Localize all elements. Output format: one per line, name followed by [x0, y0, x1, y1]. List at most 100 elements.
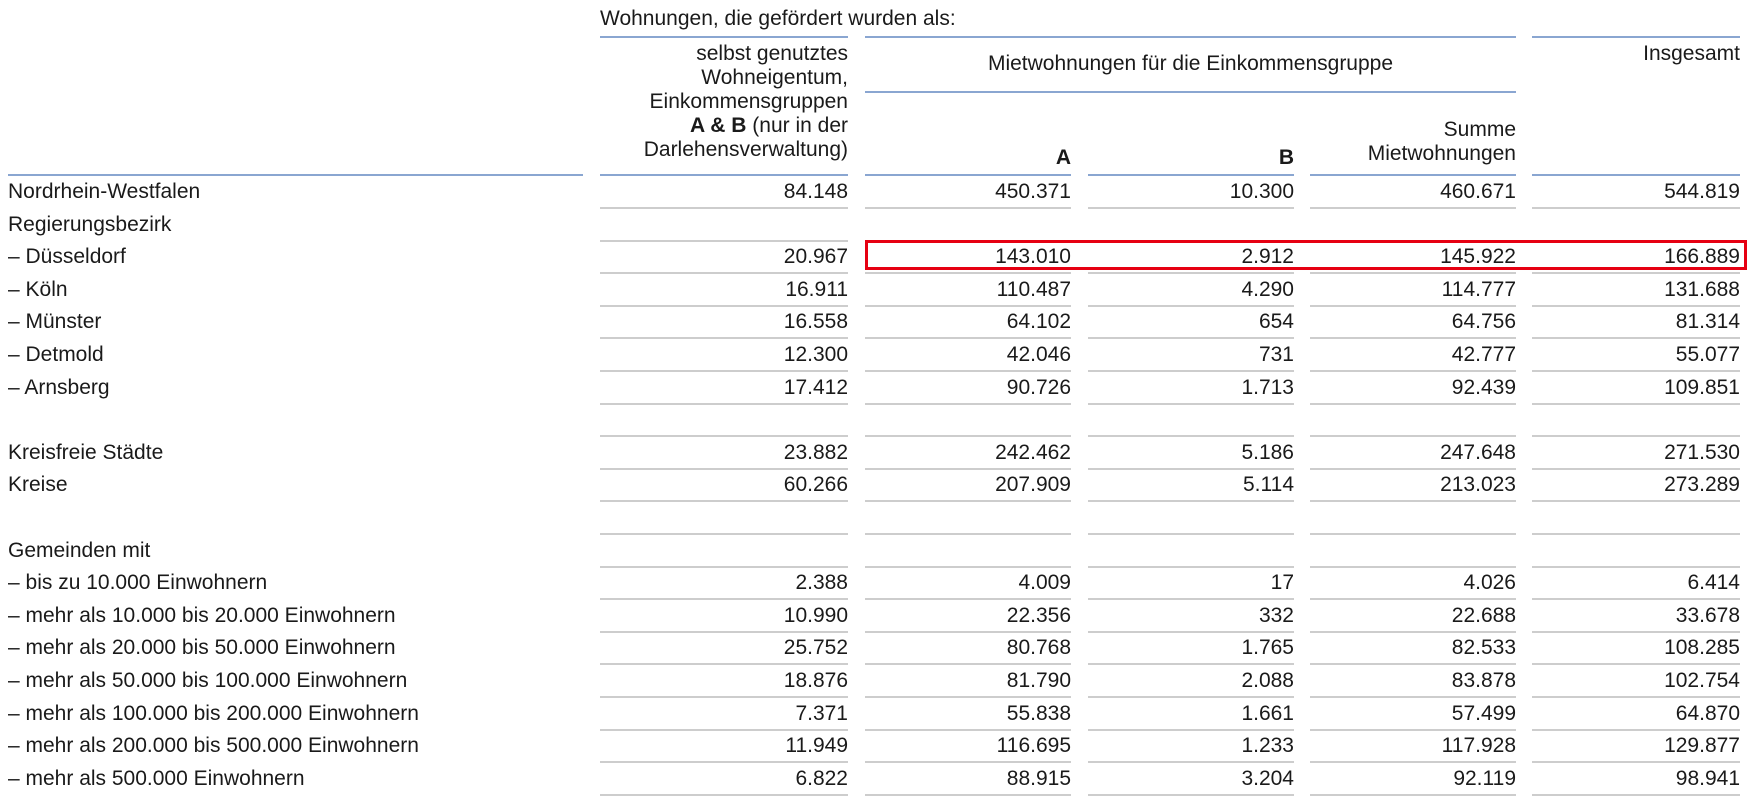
header-col-a-label: A	[1055, 146, 1071, 169]
row-value	[1532, 404, 1740, 436]
table-row: – mehr als 50.000 bis 100.000 Einwohnern…	[0, 665, 1764, 698]
row-value: 2.388	[795, 571, 848, 595]
row-separator	[1310, 728, 1516, 731]
row-value: 60.266	[783, 473, 848, 497]
header-col-a: A	[865, 146, 1071, 170]
table-row: – Arnsberg 17.412 90.726 1.713 92.439 109.851	[0, 372, 1764, 405]
row-separator	[1532, 402, 1740, 405]
row-value: 17	[1270, 571, 1294, 595]
row-separator	[1088, 663, 1294, 666]
row-value	[1532, 502, 1740, 534]
row-value: 18.876	[783, 669, 848, 692]
row-value: 6.414	[1687, 571, 1740, 595]
row-separator	[1532, 565, 1740, 568]
row-value: 10.990	[783, 603, 848, 627]
row-value: 10.300	[1229, 180, 1294, 203]
row-separator	[1310, 402, 1516, 405]
row-value: 81.790	[1006, 669, 1071, 692]
row-value	[1310, 502, 1516, 534]
row-separator	[1310, 565, 1516, 568]
row-value: 271.530	[1664, 440, 1740, 464]
row-value: 242.462	[995, 440, 1071, 464]
header-bottom-rule-a	[865, 174, 1071, 176]
row-separator	[865, 793, 1071, 796]
row-value: 450.371	[995, 180, 1071, 203]
row-value	[865, 535, 1071, 567]
row-value: 33.678	[1675, 603, 1740, 627]
row-separator	[1532, 696, 1740, 698]
row-value: 7.371	[795, 701, 848, 725]
row-value	[865, 404, 1071, 436]
row-value: 57.499	[1451, 701, 1516, 725]
row-value: 16.558	[783, 310, 848, 334]
row-value: 166.889	[1664, 245, 1740, 269]
row-separator	[1310, 696, 1516, 698]
row-value	[600, 209, 848, 241]
row-value: 92.119	[1453, 766, 1516, 790]
header-col-b: B	[1088, 146, 1294, 170]
header-rule-group	[865, 36, 1516, 38]
table-row: – mehr als 200.000 bis 500.000 Einwohner…	[0, 730, 1764, 764]
row-value: 98.941	[1675, 766, 1740, 790]
row-separator	[600, 598, 848, 601]
row-label: – mehr als 20.000 bis 50.000 Einwohnern	[8, 636, 396, 660]
row-separator	[1088, 696, 1294, 698]
highlight-box	[865, 240, 1747, 270]
row-value: 247.648	[1440, 440, 1516, 464]
row-value: 23.882	[783, 440, 848, 464]
row-separator	[1088, 370, 1294, 372]
row-separator	[865, 696, 1071, 698]
row-value: 145.922	[1440, 245, 1516, 269]
row-value: 81.314	[1675, 310, 1740, 334]
row-separator	[1088, 304, 1294, 307]
row-value: 64.870	[1675, 701, 1740, 725]
header-col-b-label: B	[1278, 146, 1294, 169]
row-value: 92.439	[1451, 375, 1516, 399]
row-separator	[600, 793, 848, 796]
row-separator	[1310, 793, 1516, 796]
row-value: 4.026	[1463, 571, 1516, 595]
row-separator	[600, 533, 848, 535]
row-separator	[600, 696, 848, 698]
row-value	[1088, 209, 1294, 241]
table-row: – mehr als 100.000 bis 200.000 Einwohner…	[0, 698, 1764, 731]
row-separator	[600, 500, 848, 503]
row-separator	[1088, 630, 1294, 633]
row-value	[1532, 535, 1740, 567]
row-value: 1.713	[1241, 375, 1294, 399]
row-value: 83.878	[1451, 669, 1516, 692]
row-value: 82.533	[1451, 636, 1516, 660]
row-value: 22.688	[1451, 603, 1516, 627]
row-label: – Münster	[8, 310, 102, 334]
row-value	[1310, 535, 1516, 567]
row-value: 42.777	[1451, 343, 1516, 366]
row-value: 654	[1258, 310, 1294, 334]
row-value: 64.756	[1451, 310, 1516, 334]
row-separator	[1088, 402, 1294, 405]
row-separator	[1088, 793, 1294, 796]
row-value	[1088, 535, 1294, 567]
table-row: – mehr als 500.000 Einwohnern 6.822 88.915…	[0, 763, 1764, 796]
row-separator	[1088, 337, 1294, 340]
row-value: 25.752	[783, 636, 848, 660]
row-value	[600, 404, 848, 436]
row-separator	[865, 467, 1071, 470]
header-col-eigentum-line1: selbst genutztes	[696, 42, 848, 65]
row-separator	[600, 630, 848, 633]
row-separator	[865, 663, 1071, 666]
row-separator	[865, 500, 1071, 503]
row-separator	[600, 304, 848, 307]
table-row	[0, 502, 1764, 535]
header-bottom-rule-label	[8, 174, 583, 176]
row-value: 1.661	[1241, 701, 1294, 725]
table-row: – mehr als 10.000 bis 20.000 Einwohnern 1…	[0, 600, 1764, 633]
row-separator	[1532, 663, 1740, 666]
row-value: 108.285	[1664, 636, 1740, 660]
row-label: – Köln	[8, 277, 68, 301]
header-col-eigentum-line4: A & B (nur in der	[600, 114, 848, 138]
table-row: Kreisfreie Städte 23.882 242.462 5.186 247.6…	[0, 437, 1764, 470]
row-value	[1310, 209, 1516, 241]
row-value: 20.967	[783, 245, 848, 269]
row-separator	[1532, 435, 1740, 438]
row-value: 143.010	[995, 245, 1071, 269]
